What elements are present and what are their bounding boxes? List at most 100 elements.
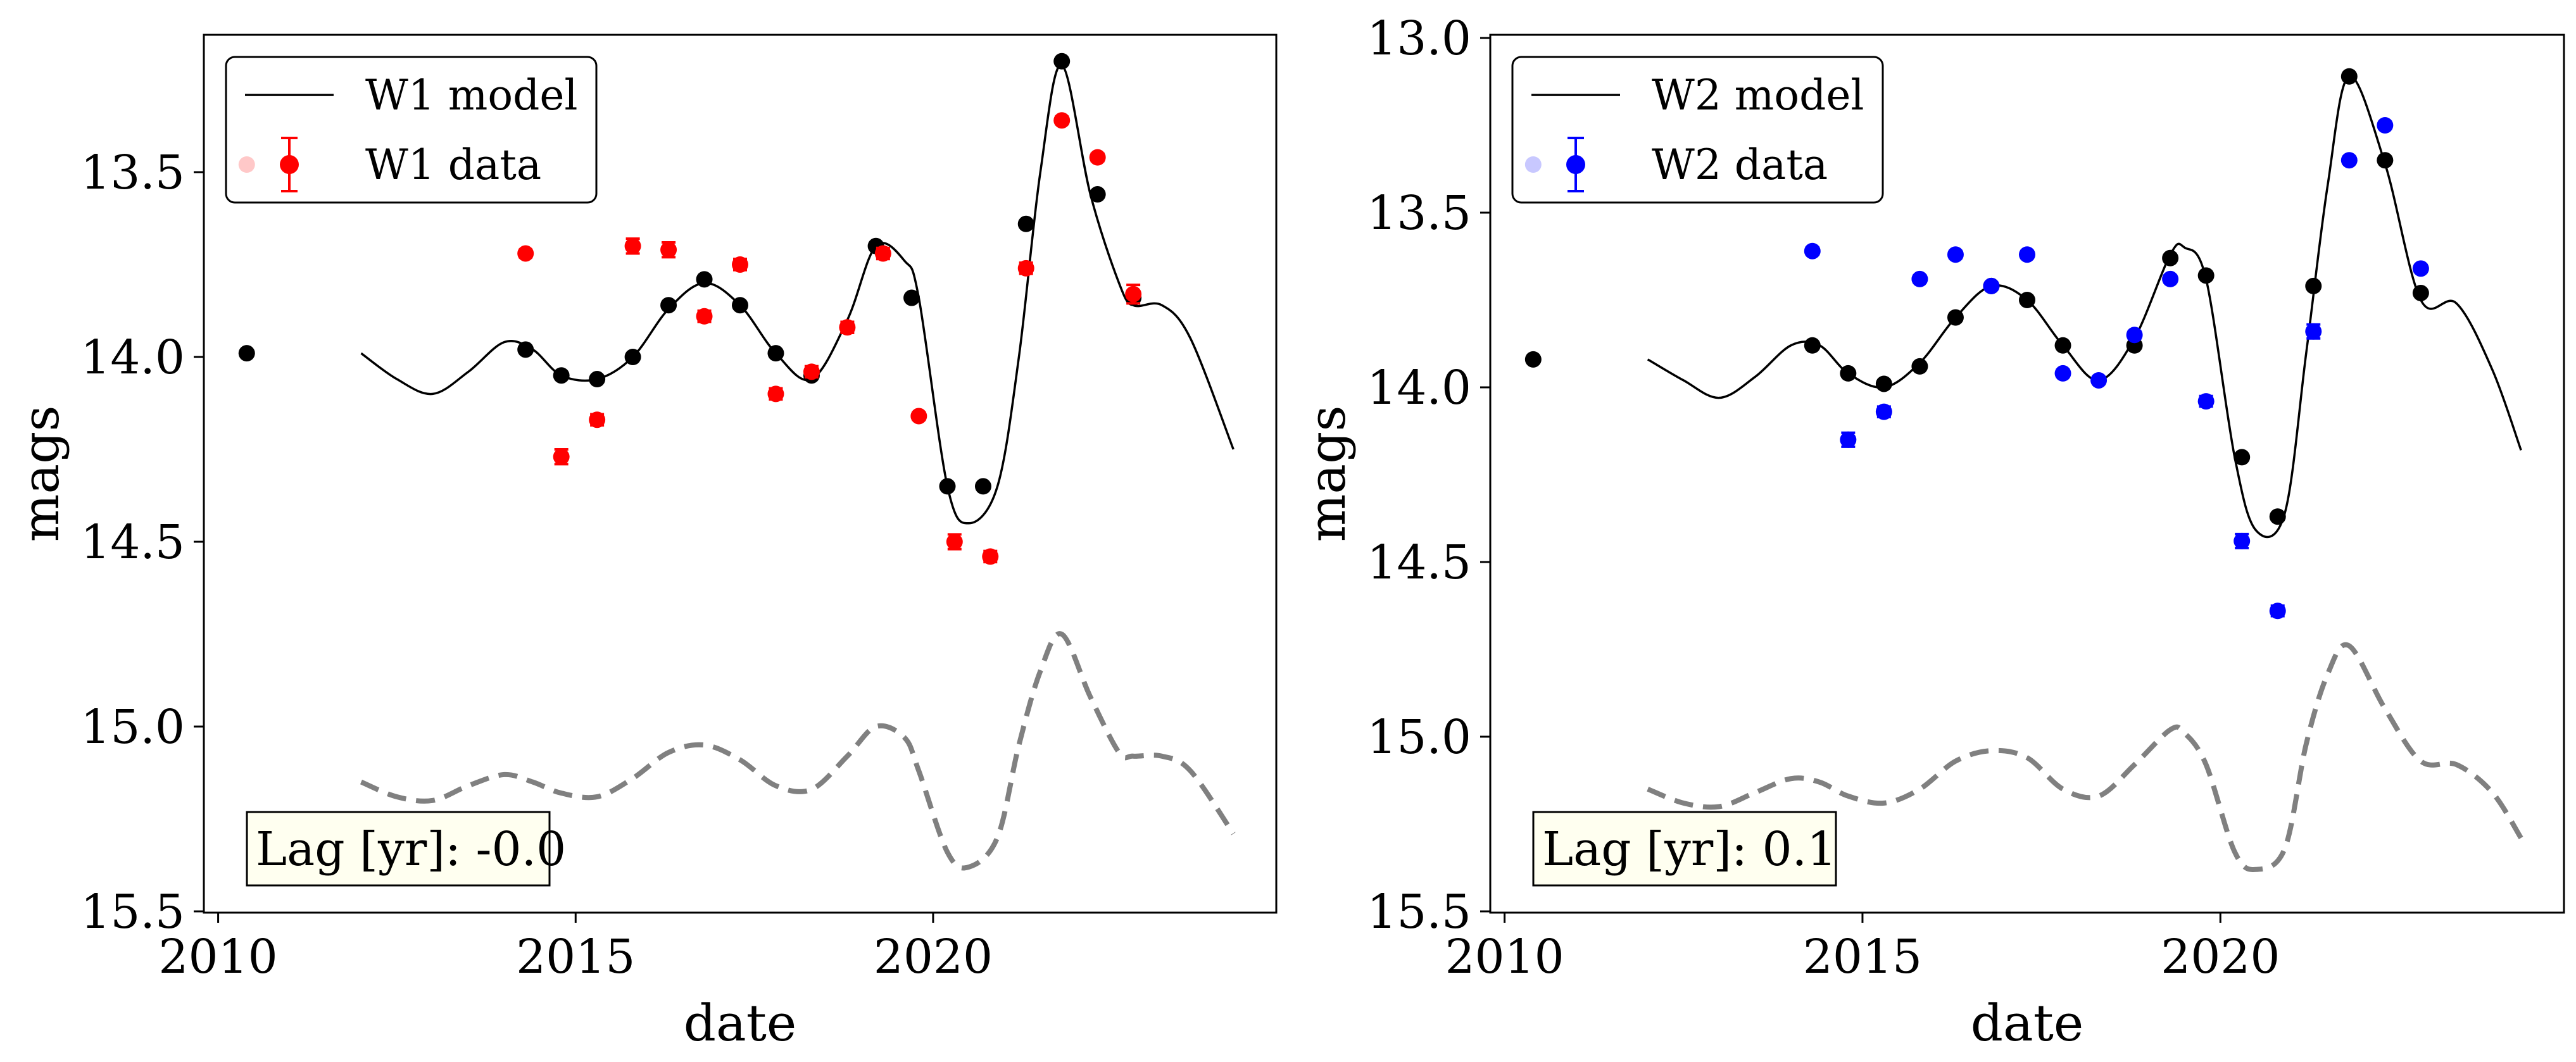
chart-1-legend-model-label: W1 model bbox=[365, 71, 578, 120]
chart-2-data-point bbox=[1804, 242, 1821, 259]
chart-1-data-point bbox=[732, 256, 748, 273]
chart-1-data-point bbox=[517, 245, 534, 262]
chart-1-offset-model-line bbox=[360, 631, 1236, 871]
chart-1-data-point bbox=[624, 237, 641, 254]
chart-2-model-point bbox=[2305, 277, 2322, 294]
chart-2-ylabel: mags bbox=[1298, 406, 1357, 542]
chart-1-model-point bbox=[974, 478, 991, 495]
chart-1-model-point bbox=[624, 349, 641, 365]
chart-2-data-point bbox=[2197, 393, 2215, 410]
chart-2-data-point bbox=[1875, 403, 1892, 420]
chart-1-frame bbox=[203, 34, 1278, 914]
chart-2-model-point bbox=[2340, 68, 2358, 85]
chart-2-model-line bbox=[1647, 75, 2522, 539]
chart-1-data-point bbox=[767, 385, 784, 403]
chart-2-offset-model-line bbox=[1647, 642, 2523, 872]
chart-1-data-point bbox=[660, 241, 677, 258]
chart-2-model-point bbox=[2412, 284, 2429, 301]
chart-2-model-point bbox=[2197, 267, 2215, 284]
chart-1-data-point bbox=[982, 548, 999, 565]
chart-1-model-point bbox=[696, 271, 713, 288]
chart-2-model-point bbox=[2054, 337, 2071, 354]
chart-2-xtick-label: 2010 bbox=[1445, 930, 1564, 984]
chart-2-model-point bbox=[1840, 365, 1857, 382]
chart-2-model-point bbox=[1947, 309, 1964, 326]
chart-2-xtick-label: 2015 bbox=[1803, 930, 1922, 984]
chart-1-data-point bbox=[589, 411, 606, 428]
chart-1-data-point bbox=[553, 448, 570, 465]
chart-2-data-point bbox=[2162, 270, 2179, 287]
chart-1-ylabel: mags bbox=[11, 406, 70, 542]
chart-1-model-point bbox=[589, 371, 606, 388]
chart-2-legend bbox=[1511, 56, 1884, 204]
chart-2-model-point bbox=[1911, 358, 1928, 375]
chart-2-legend-model-label: W2 model bbox=[1652, 71, 1864, 120]
chart-2-frame bbox=[1489, 34, 2565, 914]
chart-1-model-point bbox=[1089, 186, 1106, 203]
chart-1-xlabel: date bbox=[684, 994, 796, 1053]
chart-1-lag-text: Lag [yr]: -0.0 bbox=[256, 822, 566, 877]
chart-1-model-point bbox=[767, 345, 784, 362]
chart-2-model-point bbox=[2162, 249, 2179, 266]
chart-1-data-point bbox=[1053, 112, 1071, 129]
chart-1-data-point bbox=[1089, 149, 1106, 166]
chart-2-ytick-label: 15.0 bbox=[1367, 710, 1471, 765]
chart-1-legend bbox=[225, 56, 598, 204]
chart-1-model-point bbox=[939, 478, 956, 495]
chart-1-data-point bbox=[1017, 259, 1034, 277]
chart-1-model-point bbox=[660, 297, 677, 314]
chart-1-model-point bbox=[238, 345, 255, 362]
chart-2-xlabel: date bbox=[1971, 994, 2083, 1053]
chart-2-xtick-label: 2020 bbox=[2161, 930, 2280, 984]
chart-1-ytick-label: 13.5 bbox=[80, 146, 185, 200]
chart-2-data-point bbox=[1947, 246, 1964, 263]
chart-1-data-point bbox=[839, 319, 856, 336]
chart-2-lag-box bbox=[1532, 811, 1837, 887]
chart-1-legend-data-marker bbox=[280, 155, 299, 174]
chart-2-model-point bbox=[2019, 292, 2035, 308]
chart-2-legend-data-label: W2 data bbox=[1652, 141, 1828, 189]
chart-2-ytick-label: 14.5 bbox=[1367, 535, 1471, 590]
chart-1-legend-data-label: W1 data bbox=[365, 141, 541, 189]
chart-2-data-point bbox=[1840, 431, 1857, 448]
chart-2-model-point bbox=[2234, 449, 2251, 466]
chart-2-data-point bbox=[1983, 277, 2000, 294]
chart-2-legend-faded-marker bbox=[1524, 156, 1542, 173]
chart-1-model-point bbox=[732, 297, 748, 314]
chart-1-ytick-label: 15.5 bbox=[80, 885, 185, 939]
chart-1-xtick-label: 2015 bbox=[516, 930, 635, 984]
chart-1-data-point bbox=[946, 534, 963, 550]
chart-2-data-point bbox=[2019, 246, 2035, 263]
chart-1-data-point bbox=[696, 308, 713, 325]
chart-2-model-point bbox=[1875, 375, 1892, 392]
chart-2-model-point bbox=[2269, 508, 2286, 525]
chart-2-data-point bbox=[2234, 532, 2251, 549]
chart-1-model-point bbox=[517, 341, 534, 358]
chart-2-model-point bbox=[1524, 351, 1542, 368]
chart-2-model-point bbox=[2377, 152, 2394, 169]
chart-2-data-point bbox=[2090, 372, 2108, 389]
chart-1-ytick-label: 14.0 bbox=[80, 330, 185, 385]
chart-2-data-point bbox=[1911, 270, 1928, 287]
chart-2-data-point bbox=[2377, 117, 2394, 134]
chart-2-data-point bbox=[2126, 327, 2143, 344]
chart-1-xtick-label: 2010 bbox=[158, 930, 277, 984]
chart-1-data-point bbox=[803, 363, 820, 380]
chart-2-lag-text: Lag [yr]: 0.1 bbox=[1542, 822, 1837, 877]
chart-2-data-point bbox=[2340, 152, 2358, 169]
chart-1-model-point bbox=[903, 289, 920, 306]
chart-2-ytick-label: 14.0 bbox=[1367, 361, 1471, 415]
chart-2-ytick-label: 13.5 bbox=[1367, 186, 1471, 241]
chart-1-model-point bbox=[553, 367, 570, 384]
chart-2-data-point bbox=[2054, 365, 2071, 382]
chart-2-model-point bbox=[1804, 337, 1821, 354]
chart-1-data-point bbox=[1125, 285, 1142, 303]
chart-2-ytick-label: 13.0 bbox=[1367, 11, 1471, 66]
chart-2-ytick-label: 15.5 bbox=[1367, 885, 1471, 939]
chart-2-data-point bbox=[2269, 603, 2286, 620]
chart-1-ytick-label: 14.5 bbox=[80, 515, 185, 570]
chart-1-xtick-label: 2020 bbox=[874, 930, 993, 984]
